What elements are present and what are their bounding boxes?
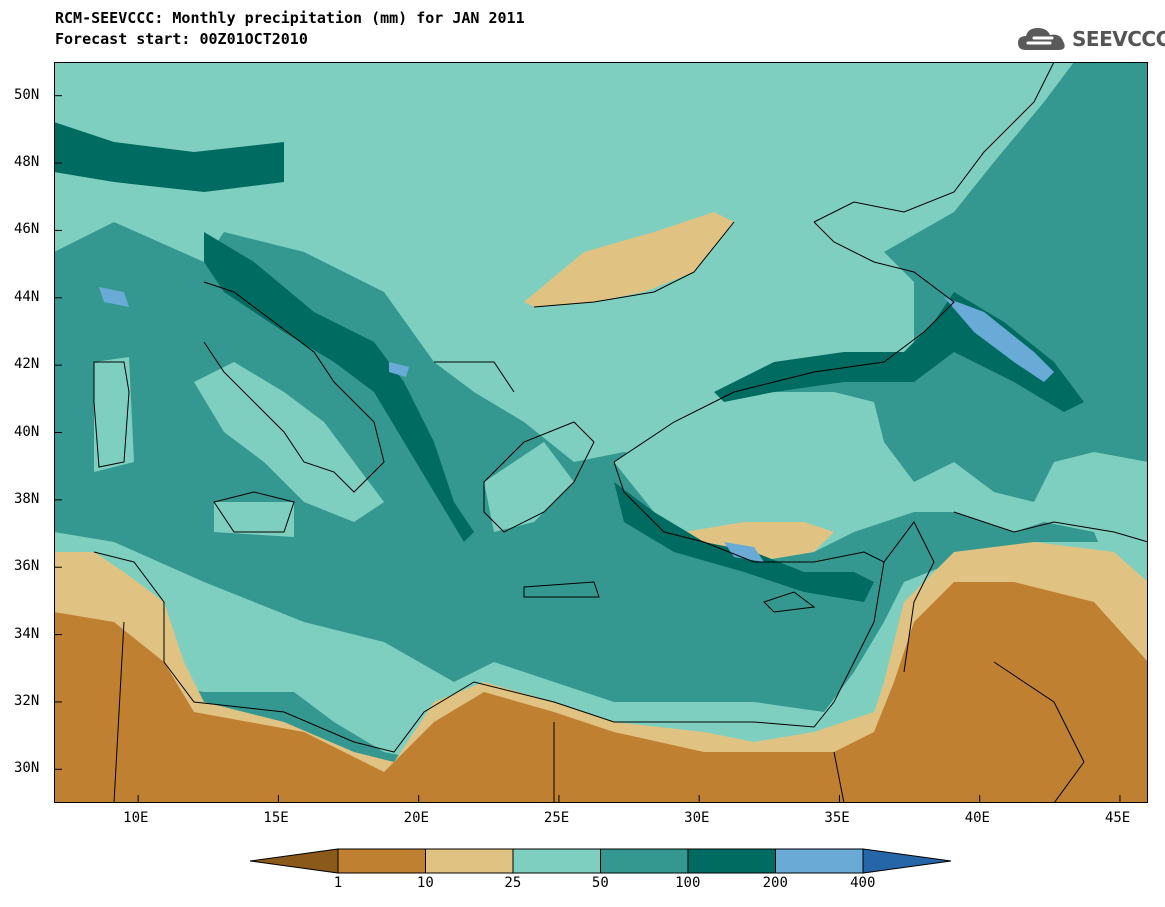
colorbar-label-100: 100 — [675, 875, 701, 891]
colorbar-label-25: 25 — [504, 875, 522, 891]
lon-label-35E: 35E — [824, 810, 850, 826]
land-precip-25-50-italy — [194, 362, 384, 522]
lat-label-40N: 40N — [14, 423, 40, 440]
logo-text: SEEVCCC — [1072, 27, 1165, 51]
seevccc-logo: SEEVCCC — [1016, 22, 1165, 56]
lon-label-25E: 25E — [543, 810, 570, 826]
lat-label-32N: 32N — [14, 692, 40, 709]
lat-label-50N: 50N — [14, 86, 40, 103]
lon-label-45E: 45E — [1104, 810, 1131, 826]
land-precip-25-50-sardinia — [94, 357, 134, 472]
lat-label-38N: 38N — [14, 490, 40, 507]
lat-label-36N: 36N — [14, 558, 40, 575]
lat-label-42N: 42N — [14, 356, 40, 373]
colorbar-segment-5 — [775, 848, 864, 874]
desert-precip-1-10 — [54, 582, 1148, 803]
lon-label-30E: 30E — [684, 810, 710, 826]
land-precip-25-50-greece — [484, 442, 574, 532]
axis-ticks — [54, 95, 1121, 803]
colorbar-segment-4 — [687, 848, 776, 874]
heavy-precip-anatolia-coast — [614, 482, 874, 602]
colorbar-label-400: 400 — [850, 875, 876, 891]
lon-label-15E: 15E — [263, 810, 289, 826]
lat-label-46N: 46N — [14, 221, 40, 238]
colorbar-segment-above-400 — [862, 848, 952, 874]
colorbar-segment-3 — [600, 848, 689, 874]
heavy-precip-alps — [54, 122, 284, 192]
heavy-precip-adriatic — [204, 232, 474, 542]
lat-label-34N: 34N — [14, 625, 40, 642]
colorbar-segment-below-1 — [250, 848, 339, 874]
cloud-logo-icon — [1018, 28, 1065, 50]
colorbar-segment-1 — [425, 848, 514, 874]
lon-label-40E: 40E — [964, 810, 990, 826]
land-precip-25-50-sicily — [214, 502, 294, 537]
very-heavy-precip-antalya — [724, 542, 764, 562]
colorbar-label-200: 200 — [762, 875, 788, 891]
colorbar-label-10: 10 — [416, 875, 434, 891]
map-title: RCM-SEEVCCC: Monthly precipitation (mm) … — [55, 9, 525, 27]
coastal-precip-25-50 — [54, 532, 1148, 762]
very-heavy-precip-montenegro — [389, 362, 409, 377]
lat-label-48N: 48N — [14, 154, 40, 171]
precipitation-map — [54, 62, 1148, 803]
dry-patch-romania — [524, 212, 734, 307]
coastlines-borders — [93, 62, 1148, 803]
forecast-start-label: Forecast start: 00Z01OCT2010 — [55, 30, 308, 48]
very-heavy-precip-caucasus — [944, 297, 1054, 382]
colorbar-label-50: 50 — [591, 875, 609, 891]
lon-label-10E: 10E — [123, 810, 149, 826]
precipitation-colorbar — [250, 848, 952, 874]
land-precip-25-50-anatolia — [614, 392, 1148, 662]
colorbar-segment-0 — [337, 848, 426, 874]
colorbar-label-1: 1 — [333, 875, 343, 891]
lat-label-30N: 30N — [14, 760, 40, 777]
lat-label-44N: 44N — [14, 288, 40, 305]
lon-label-20E: 20E — [403, 810, 429, 826]
colorbar-segment-2 — [512, 848, 601, 874]
very-heavy-precip-liguria — [99, 287, 129, 307]
